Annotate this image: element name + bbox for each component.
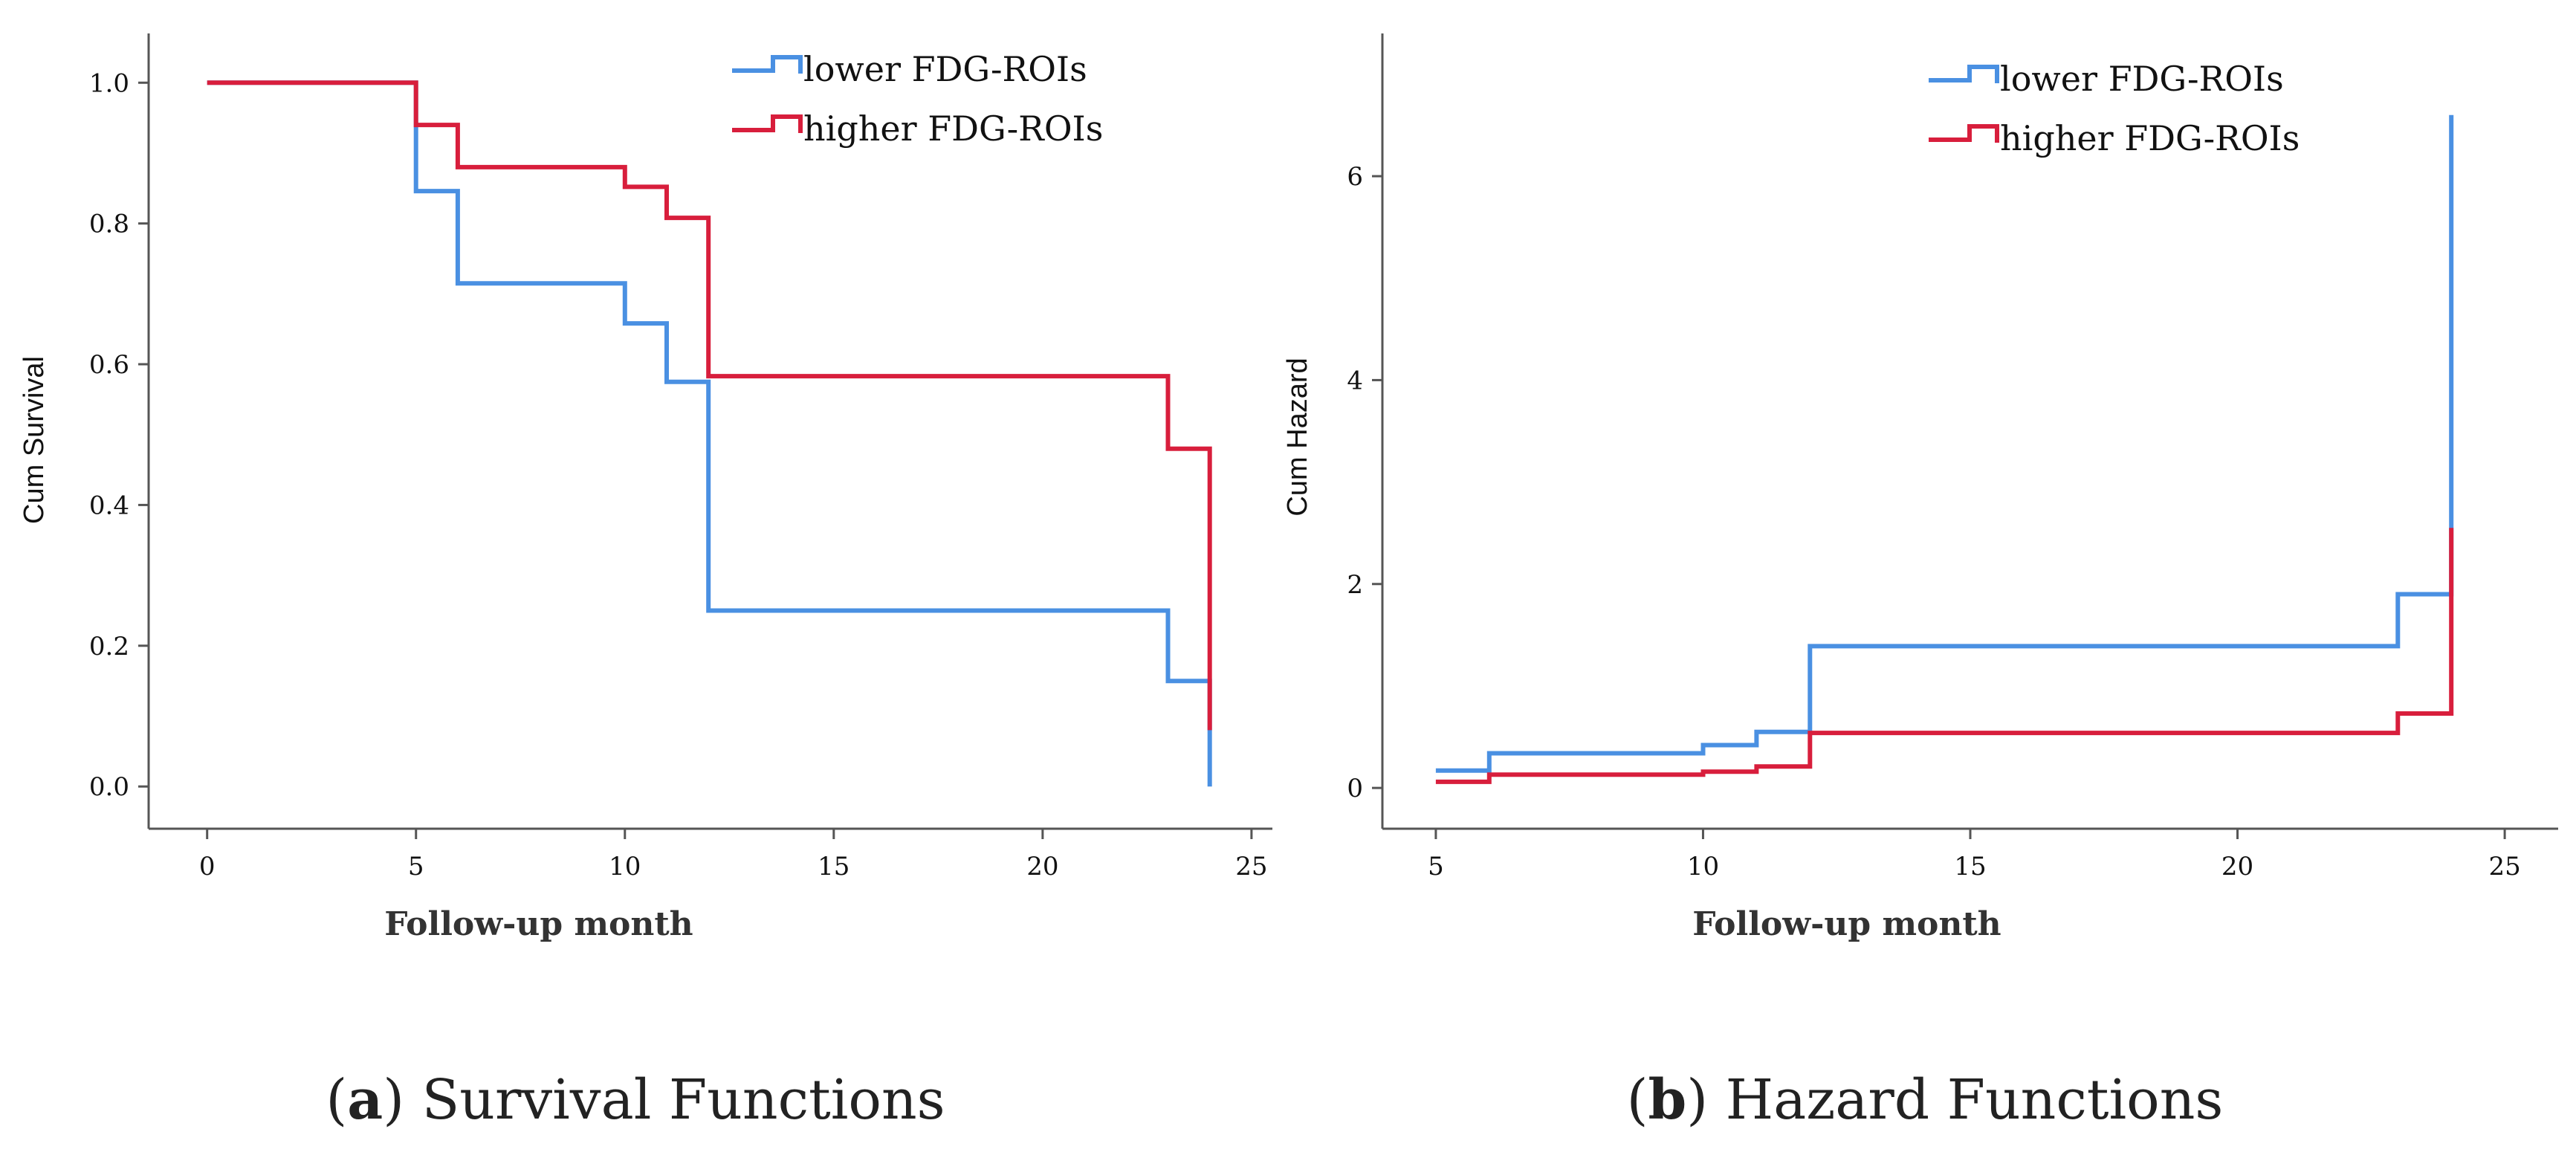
survival-y-tick-label: 1.0 — [89, 68, 129, 98]
hazard-y-tick-label: 2 — [1347, 570, 1363, 600]
hazard-y-tick-label: 4 — [1347, 366, 1363, 395]
survival-y-tick-label: 0.2 — [89, 632, 129, 661]
hazard-x-tick-label: 10 — [1687, 852, 1719, 881]
hazard-legend: lower FDG-ROIs higher FDG-ROIs — [1929, 59, 2300, 158]
hazard-legend-swatch — [1929, 124, 1999, 143]
survival-caption-text: Survival Functions — [404, 1068, 945, 1132]
survival-x-axis-label: Follow-up month — [384, 905, 693, 943]
hazard-caption-text: Hazard Functions — [1708, 1068, 2223, 1132]
survival-chart: 0 5 10 15 20 25 0.0 0.2 0.4 0.6 0.8 1.0 lower FDG-R… — [19, 33, 1272, 1132]
hazard-legend-swatch — [1929, 65, 1999, 83]
hazard-axes: 5 10 15 20 25 0 2 4 6 — [1347, 33, 2558, 881]
survival-legend-label: higher FDG-ROIs — [803, 109, 1103, 149]
hazard-x-tick-label: 5 — [1428, 852, 1444, 881]
survival-x-tick-label: 15 — [818, 852, 850, 881]
survival-series — [207, 80, 1212, 787]
hazard-series-line-lower — [1435, 114, 2454, 773]
survival-series-line-higher — [207, 80, 1212, 731]
survival-y-tick-label: 0.0 — [89, 772, 129, 802]
hazard-legend-label: higher FDG-ROIs — [2000, 118, 2300, 158]
hazard-x-axis-label: Follow-up month — [1692, 905, 2001, 943]
hazard-y-axis-label: Cum Hazard — [1282, 358, 1313, 516]
survival-y-axis-label: Cum Survival — [19, 356, 50, 524]
survival-x-tick-label: 5 — [408, 852, 424, 881]
survival-legend: lower FDG-ROIs higher FDG-ROIs — [732, 49, 1103, 149]
survival-x-tick-label: 25 — [1235, 852, 1267, 881]
survival-x-tick-label: 0 — [199, 852, 216, 881]
hazard-y-tick-label: 6 — [1347, 162, 1363, 192]
hazard-chart: 5 10 15 20 25 0 2 4 6 lower FDG-ROIs higher FDG-R… — [1282, 33, 2558, 1132]
survival-axes: 0 5 10 15 20 25 0.0 0.2 0.4 0.6 0.8 1.0 — [89, 33, 1272, 881]
survival-y-tick-label: 0.8 — [89, 210, 129, 239]
survival-y-tick-label: 0.6 — [89, 350, 129, 380]
hazard-caption: (b) Hazard Functions — [1627, 1068, 2224, 1132]
hazard-x-tick-label: 15 — [1954, 852, 1986, 881]
hazard-caption-letter: b — [1648, 1068, 1687, 1132]
survival-caption: (a) Survival Functions — [326, 1068, 945, 1132]
survival-x-tick-label: 10 — [609, 852, 641, 881]
survival-x-tick-label: 20 — [1026, 852, 1058, 881]
survival-caption-letter: a — [347, 1068, 383, 1132]
hazard-legend-label: lower FDG-ROIs — [2000, 59, 2284, 99]
survival-series-line-lower — [207, 80, 1212, 787]
survival-legend-swatch — [732, 55, 803, 74]
hazard-x-tick-label: 25 — [2488, 852, 2520, 881]
hazard-x-tick-label: 20 — [2221, 852, 2253, 881]
hazard-y-tick-label: 0 — [1347, 774, 1363, 803]
survival-legend-swatch — [732, 114, 803, 133]
survival-legend-label: lower FDG-ROIs — [803, 49, 1087, 89]
hazard-series — [1435, 114, 2454, 784]
survival-y-tick-label: 0.4 — [89, 491, 129, 520]
hazard-series-line-higher — [1435, 528, 2454, 784]
